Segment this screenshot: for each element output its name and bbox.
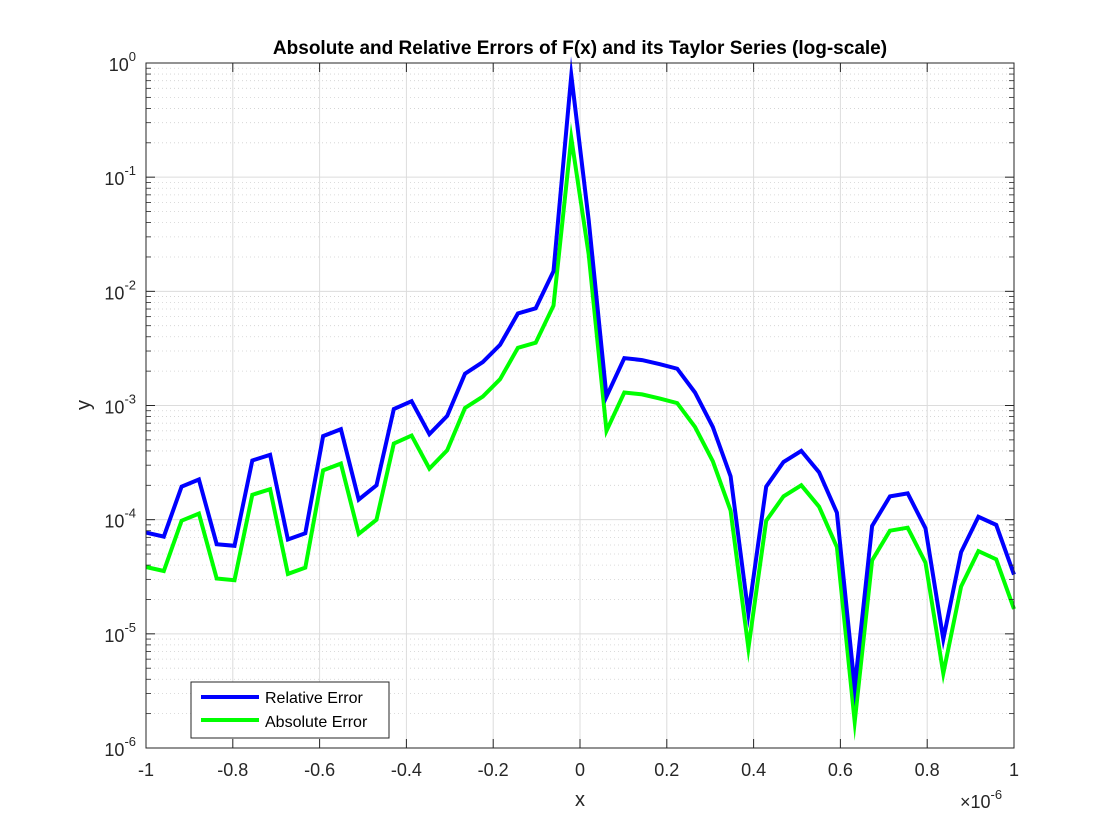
x-tick-label: -0.8 [217,760,248,780]
x-tick-label: -0.4 [391,760,422,780]
minor-grid [146,67,1014,715]
y-tick-base: 10 [104,740,124,760]
y-tick-label: 10-6 [104,734,136,760]
x-tick-label: 0.6 [828,760,853,780]
x-tick-label: 0.2 [654,760,679,780]
y-tick-base: 10 [104,398,124,418]
x-tick-labels: -1 -0.8 -0.6 -0.4 -0.2 0 0.2 0.4 0.6 0.8 1 [138,760,1019,780]
x-axis-label: x [575,789,585,811]
x-exponent-power: -6 [991,787,1003,802]
chart-title: Absolute and Relative Errors of F(x) and… [273,38,887,59]
y-tick-exponent: -2 [124,277,136,292]
y-tick-base: 10 [104,512,124,532]
y-axis-label: y [73,400,95,410]
y-tick-exponent: -1 [124,163,136,178]
y-tick-exponent: 0 [129,49,136,64]
x-exponent-label: ×10-6 [960,787,1002,812]
legend-label-relative-error: Relative Error [265,690,363,707]
x-tick-label: 0.4 [741,760,766,780]
series-group [145,56,1016,741]
y-tick-label: 10-3 [104,392,136,418]
y-tick-exponent: -4 [124,506,136,521]
x-tick-label: -1 [138,760,154,780]
y-tick-base: 10 [104,626,124,646]
y-tick-label: 10-5 [104,620,136,646]
y-tick-label: 100 [109,49,136,75]
legend: Relative Error Absolute Error [190,681,390,739]
series-line-relative-error [145,56,1016,707]
y-tick-label: 10-1 [104,163,136,189]
y-tick-exponent: -3 [124,392,136,407]
y-tick-label: 10-2 [104,277,136,303]
x-tick-label: -0.6 [304,760,335,780]
x-exponent-base: ×10 [960,792,991,812]
x-tick-label: 0 [575,760,585,780]
axis-ticks [145,62,1015,749]
legend-label-absolute-error: Absolute Error [265,714,368,731]
y-tick-base: 10 [104,283,124,303]
y-tick-base: 10 [109,55,129,75]
x-tick-label: 0.8 [915,760,940,780]
series-line-absolute-error [145,122,1016,741]
y-tick-exponent: -6 [124,734,136,749]
y-tick-base: 10 [104,169,124,189]
x-tick-label: -0.2 [478,760,509,780]
x-tick-label: 1 [1009,760,1019,780]
y-tick-label: 10-4 [104,506,136,532]
legend-box [190,681,390,739]
y-tick-exponent: -5 [124,620,136,635]
